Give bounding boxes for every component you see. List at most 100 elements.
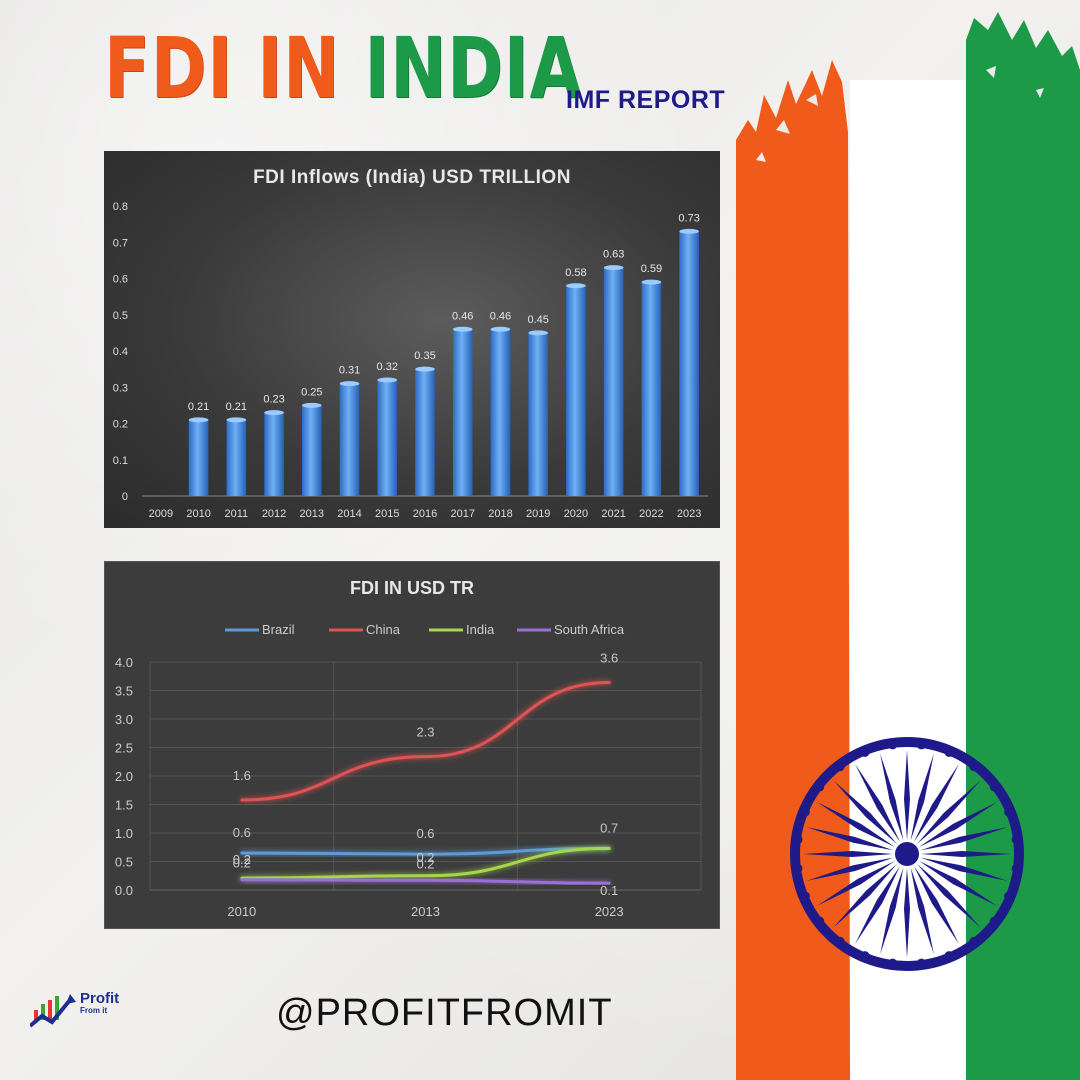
bar (641, 282, 662, 496)
legend-entry: India (466, 622, 495, 637)
bar-x-tick-label: 2017 (450, 508, 474, 520)
bar (566, 285, 586, 496)
bar-y-tick-label: 0.7 (113, 237, 128, 249)
chakra-dot (989, 916, 999, 926)
line-data-label: 0.2 (233, 852, 251, 867)
bar-y-tick-label: 0.8 (113, 201, 128, 213)
bar-top (490, 326, 511, 332)
bar-top (566, 283, 586, 289)
bar-x-tick-label: 2019 (526, 508, 550, 520)
profit-from-it-logo[interactable]: Profit From it (28, 990, 150, 1030)
chakra-spoke (910, 867, 934, 955)
chakra-dot (800, 807, 810, 817)
line-data-label: 0.1 (600, 883, 618, 898)
bar-x-tick-label: 2022 (639, 508, 663, 520)
bar-chart-panel: FDI Inflows (India) USD TRILLION 0 0.1 0.2… (104, 151, 720, 528)
chakra-spoke (919, 802, 998, 847)
chakra-dot (1004, 891, 1014, 901)
chakra-dot (815, 782, 825, 792)
chakra-dot (793, 835, 803, 845)
line-data-label: 2.3 (416, 725, 434, 740)
series-line (240, 878, 611, 885)
bar-x-tick-label: 2023 (677, 508, 701, 520)
bar (264, 412, 284, 496)
bar-data-label: 0.46 (490, 310, 511, 322)
chakra-spoke (833, 780, 898, 845)
logo-chart-icon (28, 994, 76, 1028)
chakra-spoke (904, 750, 910, 840)
series-line (240, 846, 611, 856)
logo-subtext: From it (80, 1006, 108, 1015)
bar-chart: 0 0.1 0.2 0.3 0.4 0.5 0.6 0.7 0.8 2009 2010 0.21 201… (113, 201, 708, 520)
chakra-dot (815, 916, 825, 926)
bar-top (528, 330, 549, 336)
bar (301, 405, 322, 496)
chakra-spoke (914, 763, 959, 842)
line-y-tick-label: 2.5 (115, 741, 133, 756)
bar-x-tick-label: 2016 (413, 508, 437, 520)
bar-top (188, 417, 209, 423)
line-y-tick-label: 1.5 (115, 798, 133, 813)
bar-x-tick-label: 2013 (300, 508, 324, 520)
bar-top (226, 417, 247, 423)
chakra-spoke (920, 857, 1008, 881)
chakra-dot (888, 958, 898, 968)
flag-green-stripe (966, 12, 1080, 1080)
line-x-tick-label: 2010 (227, 904, 256, 919)
line-chart: Brazil China India South Africa 0.0 0.5 1.0 1.5… (115, 622, 702, 919)
bar-x-tick-label: 2010 (186, 508, 210, 520)
ashoka-chakra (790, 737, 1024, 971)
bar-x-tick-label: 2021 (601, 508, 625, 520)
bar-x-tick-label: 2018 (488, 508, 512, 520)
india-flag (736, 12, 1080, 1080)
bar-data-label: 0.21 (226, 401, 247, 413)
bar-y-tick-label: 0.4 (113, 346, 128, 358)
line-data-label: 0.2 (416, 850, 434, 865)
line-y-tick-label: 0.0 (115, 883, 133, 898)
bar-top (339, 381, 360, 387)
title-fdi-in: FDI IN (104, 19, 341, 117)
bar (226, 419, 247, 496)
chakra-spoke (803, 851, 893, 857)
chakra-dot (989, 782, 999, 792)
chakra-dot (835, 762, 845, 772)
bar-data-label: 0.25 (301, 386, 322, 398)
bar-data-label: 0.31 (339, 365, 360, 377)
bar (188, 419, 209, 496)
chakra-spoke (855, 866, 900, 945)
bar-top (603, 265, 624, 271)
chakra-dot (800, 891, 810, 901)
bar-x-tick-label: 2012 (262, 508, 286, 520)
chakra-dot (860, 747, 870, 757)
bar-top (264, 410, 284, 416)
chakra-spoke (880, 867, 904, 955)
line-data-label: 0.6 (416, 826, 434, 841)
social-handle[interactable]: @PROFITFROMIT (276, 992, 613, 1034)
logo-name: Profit (80, 990, 120, 1007)
chakra-spoke (880, 753, 904, 841)
bar-x-tick-label: 2009 (149, 508, 173, 520)
line-data-label: 1.6 (233, 768, 251, 783)
line-chart-panel: FDI IN USD TR Brazil China India South Afri… (104, 561, 720, 929)
bar-data-label: 0.23 (263, 394, 284, 406)
chakra-spoke (916, 780, 981, 845)
chakra-dot (944, 951, 954, 961)
bar-y-tick-label: 0 (122, 491, 128, 503)
bar (339, 383, 360, 496)
bar-top (452, 326, 473, 332)
bar-y-tick-label: 0.1 (113, 455, 128, 467)
bar-y-tick-label: 0.6 (113, 274, 128, 286)
chakra-spoke (816, 861, 895, 906)
bar-data-label: 0.63 (603, 249, 624, 261)
chakra-spoke (919, 861, 998, 906)
line-data-label: 3.6 (600, 651, 618, 666)
bar-data-label: 0.58 (565, 267, 586, 279)
bar-data-label: 0.59 (641, 263, 662, 275)
legend-entry: Brazil (262, 622, 295, 637)
bar-top (415, 366, 435, 372)
bar-y-tick-label: 0.2 (113, 419, 128, 431)
bar (679, 231, 699, 496)
line-x-tick-label: 2023 (595, 904, 624, 919)
chakra-dot (1011, 835, 1021, 845)
line-y-tick-label: 4.0 (115, 655, 133, 670)
